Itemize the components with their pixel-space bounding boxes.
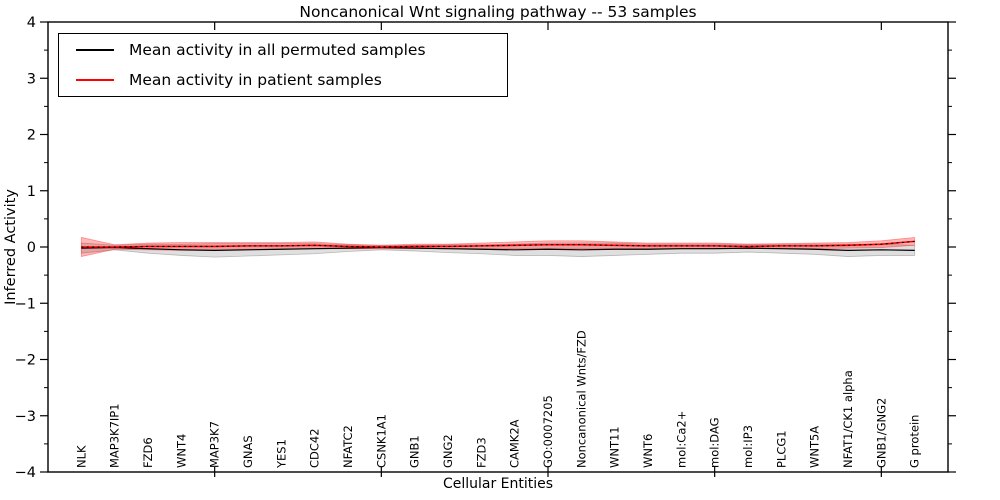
y-tick-label: 1 bbox=[27, 184, 36, 200]
x-category-label: MAP3K7 bbox=[208, 421, 222, 468]
y-tick-label: −2 bbox=[15, 353, 36, 369]
x-category-label: G protein bbox=[908, 415, 922, 468]
y-tick-label: 3 bbox=[27, 71, 36, 87]
x-category-label: GNAS bbox=[241, 435, 255, 468]
x-category-label: CSNK1A1 bbox=[374, 414, 388, 468]
x-category-label: PLCG1 bbox=[774, 430, 788, 468]
x-category-label: WNT4 bbox=[174, 434, 188, 468]
x-category-label: WNT5A bbox=[808, 426, 822, 468]
x-category-label: MAP3K7IP1 bbox=[108, 403, 122, 468]
y-tick-label: 2 bbox=[27, 128, 36, 144]
x-category-label: GNG2 bbox=[441, 434, 455, 468]
x-axis-label: Cellular Entities bbox=[442, 476, 554, 492]
x-category-label: NFATC2 bbox=[341, 425, 355, 468]
x-category-label: mol:IP3 bbox=[741, 425, 755, 468]
x-category-label: GO:0007205 bbox=[541, 395, 555, 468]
y-tick-label: −3 bbox=[15, 409, 36, 425]
x-category-label: FZD3 bbox=[474, 437, 488, 468]
x-category-label: Noncanonical Wnts/FZD bbox=[574, 330, 588, 468]
y-tick-label: −4 bbox=[15, 465, 36, 481]
x-category-label: WNT11 bbox=[608, 426, 622, 468]
legend: Mean activity in all permuted samples Me… bbox=[58, 33, 508, 97]
y-tick-label: 0 bbox=[27, 240, 36, 256]
y-tick-label: 4 bbox=[27, 15, 36, 31]
x-category-label: mol:DAG bbox=[708, 417, 722, 468]
y-tick-label: −1 bbox=[15, 296, 36, 312]
x-category-label: mol:Ca2+ bbox=[674, 411, 688, 468]
chart-title: Noncanonical Wnt signaling pathway -- 53… bbox=[299, 3, 697, 21]
legend-line-patient-icon bbox=[76, 79, 114, 81]
mean-line-0 bbox=[81, 246, 915, 251]
legend-entry-patient: Mean activity in patient samples bbox=[59, 69, 507, 91]
legend-label-permuted: Mean activity in all permuted samples bbox=[129, 41, 426, 59]
x-category-label: YES1 bbox=[274, 439, 288, 469]
x-category-label: WNT6 bbox=[641, 434, 655, 468]
x-category-label: FZD6 bbox=[141, 437, 155, 468]
x-category-label: GNB1 bbox=[408, 435, 422, 468]
y-axis-label: Inferred Activity bbox=[3, 189, 19, 305]
x-category-label: CAMK2A bbox=[508, 419, 522, 468]
legend-entry-permuted: Mean activity in all permuted samples bbox=[59, 39, 507, 61]
x-category-label: NLK bbox=[74, 445, 88, 468]
legend-label-patient: Mean activity in patient samples bbox=[129, 71, 382, 89]
legend-line-permuted-icon bbox=[76, 49, 114, 51]
x-category-label: CDC42 bbox=[308, 428, 322, 468]
x-category-label: GNB1/GNG2 bbox=[874, 398, 888, 468]
dotted-overlay-line-1 bbox=[81, 240, 915, 248]
x-category-label: NFAT1/CK1 alpha bbox=[841, 370, 855, 468]
